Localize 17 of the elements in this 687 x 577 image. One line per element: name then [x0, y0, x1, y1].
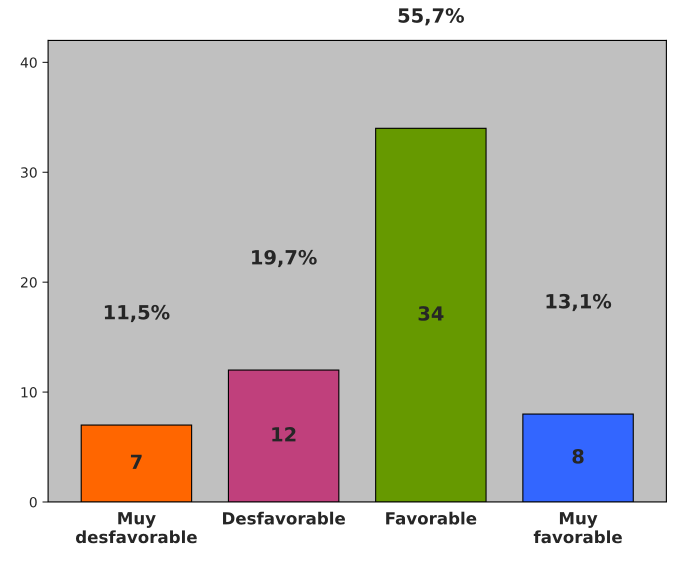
data-label: 34 — [418, 306, 444, 321]
y-tick-label: 20 — [21, 277, 37, 288]
y-tick-label: 30 — [21, 167, 37, 178]
annotation: 13,1% — [546, 294, 612, 312]
x-tick-label: Muy favorable — [534, 512, 622, 544]
y-tick-label: 10 — [22, 387, 37, 398]
text: 55,7% — [398, 8, 464, 26]
x-tick-label: Muy desfavorable — [76, 512, 197, 544]
annotation: 11,5% — [104, 304, 170, 322]
x-tick-label: Favorable — [386, 512, 476, 525]
y-tick-label: 40 — [20, 57, 37, 68]
data-label: 7 — [130, 454, 142, 469]
data-label: 8 — [572, 448, 584, 464]
annotation: 19,7% — [252, 250, 317, 268]
y-tick-label: 0 — [30, 496, 37, 508]
data-label: 12 — [272, 426, 296, 442]
x-tick-label: Desfavorable — [223, 512, 345, 525]
